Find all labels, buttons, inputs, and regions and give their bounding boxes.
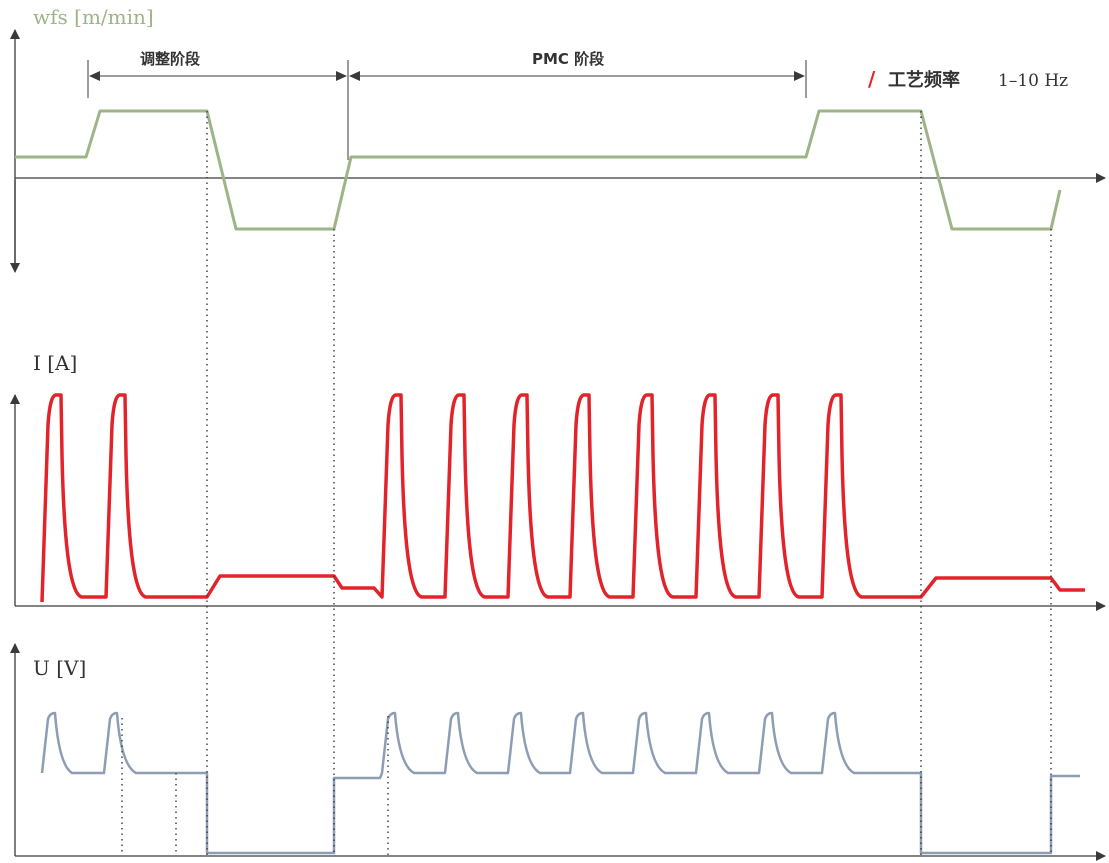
frequency-label: 工艺频率 xyxy=(888,69,960,91)
guide-lines xyxy=(121,111,1052,856)
phase-adjust-right-arrow xyxy=(336,71,347,81)
phase-pmc-label: PMC 阶段 xyxy=(532,50,604,68)
phase-pmc-right-arrow xyxy=(794,71,805,81)
current-curve xyxy=(40,393,1085,603)
voltage-axis-label: U [V] xyxy=(33,656,86,680)
wfs-axis-label: wfs [m/min] xyxy=(33,5,154,29)
wfs-panel: wfs [m/min] 调整阶段 PMC 阶段 / 工艺频率 1–10 Hz xyxy=(10,5,1106,273)
phase-adjust-left-arrow xyxy=(89,71,100,81)
phase-adjust-label: 调整阶段 xyxy=(140,50,200,68)
voltage-panel: U [V] xyxy=(10,643,1106,861)
frequency-value: 1–10 Hz xyxy=(998,71,1068,91)
wfs-curve xyxy=(15,109,1062,231)
current-panel: I [A] xyxy=(10,351,1106,611)
voltage-curve xyxy=(40,711,1080,855)
phase-pmc-left-arrow xyxy=(349,71,360,81)
frequency-slash: / xyxy=(868,67,876,91)
current-axis-label: I [A] xyxy=(33,351,77,375)
